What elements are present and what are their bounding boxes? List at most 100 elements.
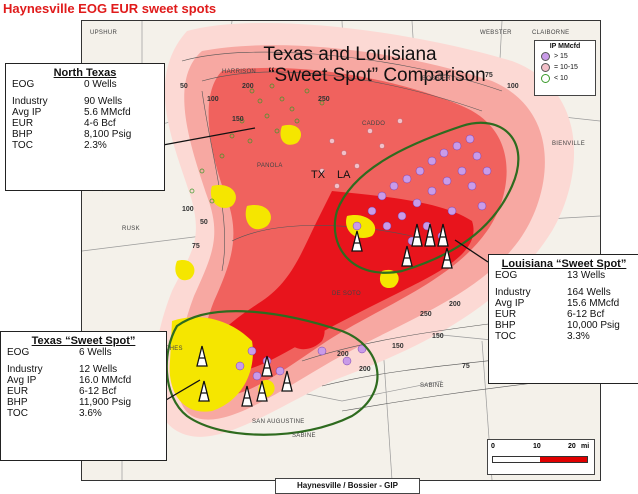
purple-wells <box>235 134 492 381</box>
contour-label: 150 <box>432 333 444 340</box>
contour-label: 250 <box>318 96 330 103</box>
legend-dot-purple <box>541 52 550 61</box>
contour-label: 75 <box>192 243 200 250</box>
legend-item-high: > 15 <box>541 52 595 61</box>
row-key: BHP <box>12 129 33 140</box>
row-key: Avg IP <box>12 107 42 118</box>
place-upshur: UPSHUR <box>90 30 118 36</box>
table-row: Avg IP 15.6 MMcfd <box>495 298 620 309</box>
row-key: EOG <box>12 79 35 90</box>
table-row: EOG 13 Wells <box>495 270 620 281</box>
yellow-wells <box>169 124 399 412</box>
table-row: BHP 11,900 Psig <box>7 397 131 408</box>
row-key: Industry <box>12 96 48 107</box>
scale-tick: 20 <box>568 443 576 450</box>
map-title-line2: “Sweet Spot” Comparison <box>268 65 486 86</box>
table-row: TOC 3.3% <box>495 331 620 342</box>
map-title-line1: Texas and Louisiana <box>263 44 437 65</box>
table-row: BHP 10,000 Psig <box>495 320 620 331</box>
row-value: 90 Wells <box>84 96 123 107</box>
contour-label: 100 <box>182 206 194 213</box>
state-label-la: LA <box>337 169 351 181</box>
table-row: Avg IP 16.0 MMcfd <box>7 375 131 386</box>
place-san-augustine: SAN AUGUSTINE <box>252 419 305 425</box>
contour-label: 200 <box>337 351 349 358</box>
row-value: 3.3% <box>567 331 590 342</box>
pink-wells <box>319 118 403 189</box>
place-caddo: CADDO <box>362 121 386 127</box>
contour-label: 50 <box>200 219 208 226</box>
legend-label: < 10 <box>554 75 568 82</box>
place-de-soto: DE SOTO <box>332 291 361 297</box>
table-row: EOG 6 Wells <box>7 347 131 358</box>
table-row: Avg IP 5.6 MMcfd <box>12 107 131 118</box>
contour-label: 50 <box>180 83 188 90</box>
north-texas-table: EOG 0 Wells Industry 90 Wells Avg IP 5.6 MM… <box>12 79 131 151</box>
row-value: 6 Wells <box>79 347 112 358</box>
row-value: 10,000 Psig <box>567 320 620 331</box>
louisiana-title: Louisiana “Sweet Spot” <box>501 258 627 270</box>
row-key: EUR <box>12 118 34 129</box>
row-value: 0 Wells <box>84 79 117 90</box>
place-claiborne: CLAIBORNE <box>532 30 570 36</box>
legend-item-mid: = 10-15 <box>541 63 595 72</box>
row-value: 2.3% <box>84 140 107 151</box>
slide-title: Haynesville EOG EUR sweet spots <box>3 1 217 16</box>
row-key: BHP <box>495 320 516 331</box>
row-key: EUR <box>7 386 29 397</box>
contour-label: 250 <box>420 311 432 318</box>
row-value: 15.6 MMcfd <box>567 298 620 309</box>
row-value: 6-12 Bcf <box>79 386 117 397</box>
row-value: 13 Wells <box>567 270 606 281</box>
contour-label: 75 <box>485 72 493 79</box>
row-key: Industry <box>7 364 43 375</box>
scale-tick: 0 <box>491 443 495 450</box>
texas-box: Texas “Sweet Spot” EOG 6 Wells Industry 12… <box>0 331 167 461</box>
place-webster: WEBSTER <box>480 30 512 36</box>
place-harrison: HARRISON <box>222 69 257 75</box>
table-row: Industry 164 Wells <box>495 281 620 298</box>
table-row: TOC 2.3% <box>12 140 131 151</box>
table-row: EUR 6-12 Bcf <box>495 309 620 320</box>
row-value: 12 Wells <box>79 364 118 375</box>
north-texas-title: North Texas <box>53 67 117 79</box>
contour-label: 100 <box>507 83 519 90</box>
contour-label: 150 <box>232 116 244 123</box>
row-value: 3.6% <box>79 408 102 419</box>
legend-dot-green <box>541 74 550 83</box>
place-rusk: RUSK <box>122 226 140 232</box>
row-value: 16.0 MMcfd <box>79 375 132 386</box>
legend-item-low: < 10 <box>541 74 595 83</box>
scale-tick: 10 <box>533 443 541 450</box>
table-row: EOG 0 Wells <box>12 79 131 90</box>
contour-lines <box>181 51 553 412</box>
map-frame: Texas and Louisiana “Sweet Spot” Compari… <box>81 20 601 481</box>
row-key: Industry <box>495 287 531 298</box>
table-row: Industry 90 Wells <box>12 90 131 107</box>
row-key: TOC <box>7 408 28 419</box>
state-label-tx: TX <box>311 169 326 181</box>
place-oches: OCHES <box>160 346 183 352</box>
row-value: 8,100 Psig <box>84 129 132 140</box>
place-bienville: BIENVILLE <box>552 141 586 147</box>
legend-label: = 10-15 <box>554 64 578 71</box>
row-value: 164 Wells <box>567 287 611 298</box>
north-texas-box: North Texas EOG 0 Wells Industry 90 Wells … <box>5 63 165 191</box>
row-key: BHP <box>7 397 28 408</box>
row-key: Avg IP <box>7 375 37 386</box>
place-sabine-tx: SABINE <box>292 433 316 439</box>
eog-derricks-la <box>351 223 453 269</box>
scale-unit: mi <box>581 443 590 450</box>
row-key: TOC <box>12 140 33 151</box>
green-wells <box>189 83 325 204</box>
row-key: EUR <box>495 309 517 320</box>
row-key: EOG <box>7 347 30 358</box>
row-value: 11,900 Psig <box>79 397 132 408</box>
table-row: BHP 8,100 Psig <box>12 129 131 140</box>
ip-legend: IP MMcfd > 15 = 10-15 < 10 <box>534 40 596 96</box>
map-canvas <box>82 21 600 480</box>
row-value: 6-12 Bcf <box>567 309 605 320</box>
legend-dot-pink <box>541 63 550 72</box>
contour-label: 150 <box>392 343 404 350</box>
table-row: Industry 12 Wells <box>7 358 131 375</box>
